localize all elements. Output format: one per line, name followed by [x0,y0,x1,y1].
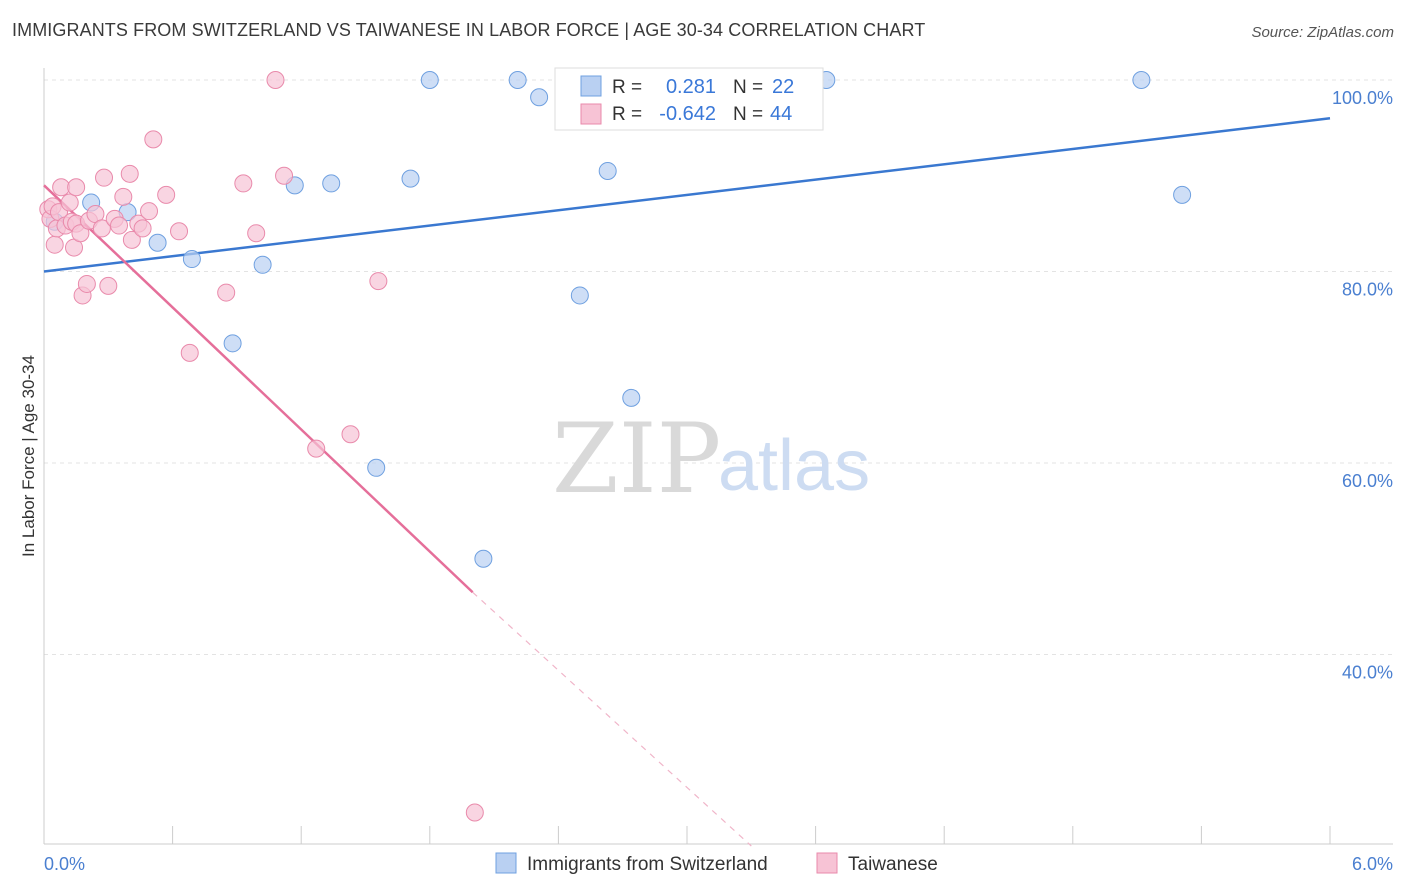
data-point-series-1 [170,222,189,241]
legend-n-value-1: 44 [770,103,792,125]
bottom-legend: Immigrants from Switzerland Taiwanese [495,852,938,875]
trend-line-dashed-1 [472,591,752,847]
data-point-series-1 [77,274,96,293]
data-point-series-1 [157,185,176,204]
data-point-series-0 [1132,71,1151,89]
legend-r-value-0: 0.281 [666,76,716,98]
legend-n-value-0: 22 [772,76,794,98]
data-point-series-0 [401,169,420,188]
x-tick-label-max: 6.0% [1352,854,1393,874]
data-point-series-0 [420,71,439,89]
data-point-series-1 [67,178,86,197]
watermark-zip: ZIP [552,403,721,515]
data-point-series-1 [122,230,141,249]
data-point-series-1 [369,272,388,291]
data-point-series-0 [598,161,617,180]
x-tick-label-min: 0.0% [44,854,85,874]
chart-source: Source: ZipAtlas.com [1251,24,1394,41]
legend-n-label-1: N = [733,104,763,125]
data-points [39,71,1192,822]
data-point-series-1 [110,216,129,235]
trend-lines [43,117,1331,847]
legend-n-label-0: N = [733,77,763,98]
bottom-legend-swatch-switzerland [495,852,517,874]
data-point-series-1 [180,343,199,362]
data-point-series-1 [52,178,71,197]
trend-line-1 [43,184,474,594]
axes [43,68,1393,845]
data-point-series-1 [266,71,285,89]
data-point-series-0 [508,71,527,89]
grid-lines [44,79,1393,655]
data-point-series-1 [133,219,152,238]
data-point-series-1 [45,235,64,254]
data-point-series-1 [341,425,360,444]
data-point-series-1 [92,219,111,238]
y-tick-label: 40.0% [1342,663,1393,683]
legend-r-label-1: R = [612,104,642,125]
data-point-series-0 [530,88,549,107]
data-point-series-1 [140,202,159,221]
data-point-series-1 [114,187,133,206]
data-point-series-1 [217,283,236,302]
y-tick-label: 60.0% [1342,471,1393,491]
data-point-series-0 [322,174,341,193]
data-point-series-0 [474,549,493,568]
data-point-series-1 [247,224,266,243]
x-axis-ticks [43,826,1331,844]
bottom-legend-label-switzerland: Immigrants from Switzerland [527,854,768,875]
data-point-series-1 [120,164,139,183]
data-point-series-1 [71,224,90,243]
data-point-series-0 [223,334,242,353]
y-tick-label: 80.0% [1342,280,1393,300]
y-axis-label: In Labor Force | Age 30-34 [19,355,38,557]
data-point-series-0 [148,233,167,252]
chart-title: IMMIGRANTS FROM SWITZERLAND VS TAIWANESE… [12,20,926,40]
watermark: ZIP atlas [552,403,870,515]
legend-swatch-switzerland [580,75,602,97]
legend-swatch-taiwanese [580,103,602,125]
y-tick-labels: 100.0% 80.0% 60.0% 40.0% [1332,88,1393,683]
y-tick-label: 100.0% [1332,88,1393,108]
data-point-series-0 [622,388,641,407]
data-point-series-1 [465,803,484,822]
data-point-series-1 [234,174,253,193]
data-point-series-1 [275,166,294,185]
bottom-legend-label-taiwanese: Taiwanese [848,854,938,875]
watermark-atlas: atlas [718,426,870,506]
data-point-series-1 [99,276,118,295]
trend-line-0 [43,117,1331,273]
bottom-legend-swatch-taiwanese [816,852,838,874]
legend-r-label-0: R = [612,77,642,98]
data-point-series-1 [144,130,163,149]
data-point-series-0 [182,250,201,269]
data-point-series-0 [570,286,589,305]
data-point-series-1 [60,193,79,212]
stats-legend: R = 0.281 N = 22 R = -0.642 N = 44 [554,67,824,131]
data-point-series-1 [307,439,326,458]
data-point-series-1 [95,168,114,187]
data-point-series-0 [1173,185,1192,204]
data-point-series-0 [253,255,272,274]
data-point-series-0 [367,458,386,477]
legend-r-value-1: -0.642 [659,103,716,125]
